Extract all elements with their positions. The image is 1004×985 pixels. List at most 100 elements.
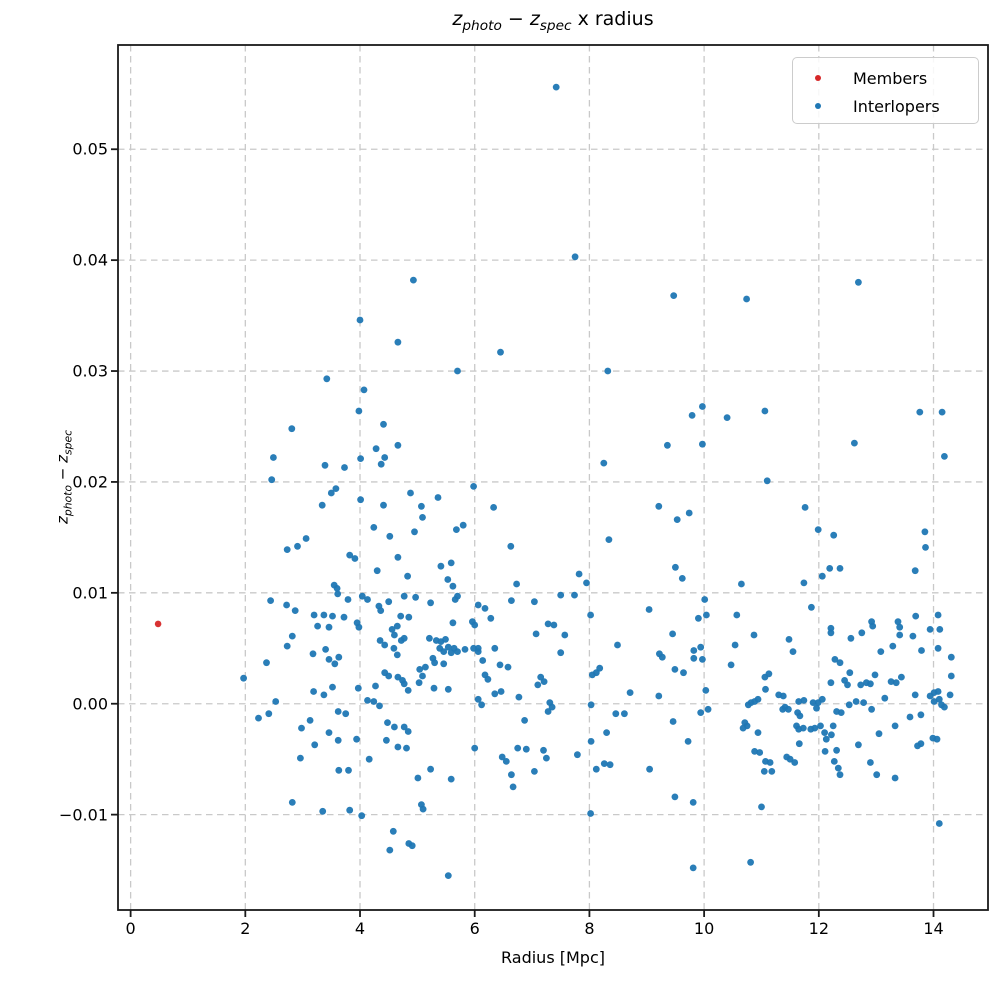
scatter-point-interlopers [664,441,671,449]
scatter-point-interlopers [356,316,364,324]
scatter-point-interlopers [353,735,360,743]
scatter-point-interlopers [863,679,870,687]
scatter-point-interlopers [386,846,394,854]
scatter-point-interlopers [507,542,515,550]
scatter-point-interlopers [515,693,523,701]
scatter-point-interlopers [357,496,364,504]
scatter-point-interlopers [750,631,758,639]
scatter-point-interlopers [404,572,411,580]
scatter-point-interlopers [561,631,569,639]
scatter-point-interlopers [655,502,663,510]
scatter-point-interlopers [695,614,702,622]
scatter-point-interlopers [689,864,697,872]
legend-label-interlopers: Interlopers [853,96,940,116]
scatter-point-interlopers [427,599,434,607]
scatter-point-interlopers [785,705,792,713]
scatter-point-interlopers [491,690,499,698]
scatter-point-interlopers [685,509,693,517]
scatter-point-interlopers [381,641,389,649]
scatter-point-interlopers [857,681,865,689]
scatter-point-interlopers [758,803,765,811]
scatter-point-interlopers [941,453,948,460]
scatter-point-interlopers [454,367,461,375]
scatter-point-interlopers [459,521,467,529]
scatter-point-interlopers [384,719,391,726]
scatter-point-interlopers [449,619,457,627]
title-minus: − [501,8,530,30]
scatter-point-interlopers [877,648,885,655]
scatter-point-interlopers [335,653,343,661]
scatter-point-interlopers [321,461,329,469]
scatter-point-interlopers [891,722,899,730]
scatter-point-interlopers [283,546,291,553]
scatter-point-interlopers [571,253,579,261]
scatter-point-interlopers [766,759,774,766]
scatter-point-interlopers [794,709,801,716]
scatter-point-interlopers [935,820,943,827]
scatter-point-interlopers [550,621,558,629]
scatter-point-interlopers [941,703,948,711]
scatter-point-interlopers [912,612,920,620]
scatter-point-interlopers [881,694,889,702]
scatter-point-interlopers [311,741,319,749]
scatter-point-interlopers [270,454,277,461]
scatter-point-interlopers [419,514,426,521]
scatter-point-interlopers [672,563,679,571]
scatter-point-interlopers [531,598,538,606]
scatter-point-interlopers [404,687,412,694]
scatter-point-interlopers [658,653,666,661]
scatter-point-interlopers [938,408,946,416]
scatter-point-interlopers [574,751,581,759]
scatter-point-interlopers [357,455,364,462]
scatter-point-interlopers [588,671,596,679]
scatter-point-interlopers [272,698,280,705]
scatter-point-interlopers [544,708,552,715]
scatter-point-interlopers [671,793,679,801]
scatter-point-interlopers [557,649,565,657]
scatter-point-interlopers [329,612,336,620]
scatter-point-interlopers [936,626,944,633]
scatter-point-interlopers [294,542,301,550]
scatter-point-members [154,620,162,628]
scatter-point-interlopers [309,650,317,658]
scatter-point-interlopers [801,504,809,511]
scatter-point-interlopers [444,872,452,879]
scatter-point-interlopers [898,673,905,681]
x-tick-label: 8 [584,919,595,938]
scatter-point-interlopers [490,504,497,511]
scatter-point-interlopers [397,612,405,620]
scatter-point-interlopers [828,731,835,739]
x-axis-label: Radius [Mpc] [501,948,605,967]
scatter-point-interlopers [474,695,482,703]
scatter-point-interlopers [791,759,799,766]
scatter-point-interlopers [497,348,504,356]
scatter-point-interlopers [502,758,510,765]
scatter-point-interlopers [830,758,838,765]
scatter-point-interlopers [422,663,429,671]
scatter-point-interlopers [557,591,565,599]
scatter-point-interlopers [355,623,363,631]
scatter-point-interlopers [680,669,687,677]
scatter-point-interlopers [930,698,938,705]
scatter-point-interlopers [690,647,698,654]
scatter-point-interlopers [762,685,769,693]
x-tick-label: 6 [469,919,480,938]
scatter-point-interlopers [447,559,455,567]
scatter-point-interlopers [534,681,542,689]
scatter-point-interlopers [768,768,776,775]
scatter-point-interlopers [814,699,822,706]
scatter-point-interlopers [645,606,653,613]
scatter-point-interlopers [934,644,942,652]
scatter-point-interlopers [612,710,620,718]
scatter-point-interlopers [478,701,485,709]
scatter-point-interlopers [809,699,817,706]
scatter-point-interlopers [845,701,853,709]
scatter-point-interlopers [600,760,608,767]
scatter-point-interlopers [389,827,397,835]
scatter-point-interlopers [906,713,914,721]
scatter-point-interlopers [587,701,595,709]
scatter-point-interlopers [747,858,754,866]
scatter-point-interlopers [386,532,394,540]
scatter-point-interlopers [354,684,362,692]
